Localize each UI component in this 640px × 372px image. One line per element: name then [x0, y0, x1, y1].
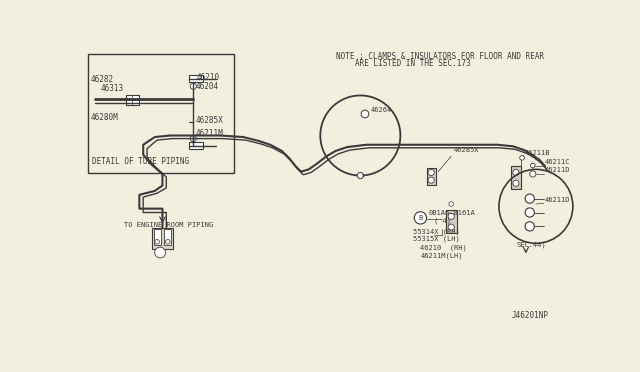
Text: 46264: 46264: [371, 108, 392, 113]
Circle shape: [449, 202, 454, 206]
Bar: [427, 168, 436, 185]
Bar: [164, 230, 171, 245]
Circle shape: [448, 224, 454, 230]
Bar: [88, 54, 234, 173]
Circle shape: [190, 135, 196, 142]
Circle shape: [525, 194, 534, 203]
Circle shape: [531, 163, 535, 168]
Circle shape: [428, 177, 435, 183]
Circle shape: [155, 247, 166, 258]
Text: 46211D: 46211D: [545, 167, 570, 173]
Text: 46280M: 46280M: [91, 113, 118, 122]
Text: 46211B: 46211B: [524, 150, 550, 156]
Circle shape: [513, 169, 519, 176]
Bar: [511, 166, 520, 189]
Circle shape: [428, 169, 435, 176]
Circle shape: [448, 213, 454, 219]
Text: 46211C: 46211C: [545, 159, 570, 165]
Text: 55314X (RH): 55314X (RH): [413, 228, 460, 235]
Text: 46210: 46210: [197, 73, 220, 82]
Circle shape: [155, 240, 159, 244]
Text: 46210  (RH): 46210 (RH): [420, 244, 467, 251]
Bar: [152, 228, 173, 250]
Circle shape: [525, 222, 534, 231]
Circle shape: [414, 212, 427, 224]
Bar: [189, 76, 204, 82]
Text: 46211D: 46211D: [545, 197, 570, 203]
Circle shape: [525, 208, 534, 217]
Text: 46211M(LH): 46211M(LH): [420, 252, 463, 259]
Circle shape: [190, 83, 196, 89]
Circle shape: [520, 155, 524, 160]
Bar: [446, 210, 456, 233]
Bar: [189, 142, 204, 150]
Text: 46282: 46282: [91, 75, 114, 84]
Circle shape: [357, 173, 364, 179]
Circle shape: [166, 240, 170, 244]
Text: NOTE ; CLAMPS & INSULATORS FOR FLOOR AND REAR: NOTE ; CLAMPS & INSULATORS FOR FLOOR AND…: [336, 51, 544, 61]
Text: B: B: [419, 215, 422, 221]
Circle shape: [530, 171, 536, 177]
Text: SEC.44): SEC.44): [516, 241, 547, 248]
Text: 46313: 46313: [101, 84, 124, 93]
Text: 46211M: 46211M: [196, 128, 223, 138]
Text: 46204: 46204: [196, 81, 219, 90]
Text: DETAIL OF TUBE PIPING: DETAIL OF TUBE PIPING: [92, 157, 189, 166]
Bar: [154, 230, 161, 245]
Circle shape: [513, 180, 519, 186]
Text: TO ENGINE ROOM PIPING: TO ENGINE ROOM PIPING: [124, 222, 213, 228]
Text: 0B1A6-8161A: 0B1A6-8161A: [428, 210, 475, 216]
Text: J46201NP: J46201NP: [511, 311, 548, 320]
Text: ARE LISTED IN THE SEC.173: ARE LISTED IN THE SEC.173: [355, 59, 470, 68]
Text: 46285X: 46285X: [454, 147, 479, 153]
Bar: [126, 95, 139, 106]
Circle shape: [361, 110, 369, 118]
Text: 55315X (LH): 55315X (LH): [413, 235, 460, 242]
Text: ( 4): ( 4): [435, 218, 451, 224]
Text: 46285X: 46285X: [196, 116, 223, 125]
